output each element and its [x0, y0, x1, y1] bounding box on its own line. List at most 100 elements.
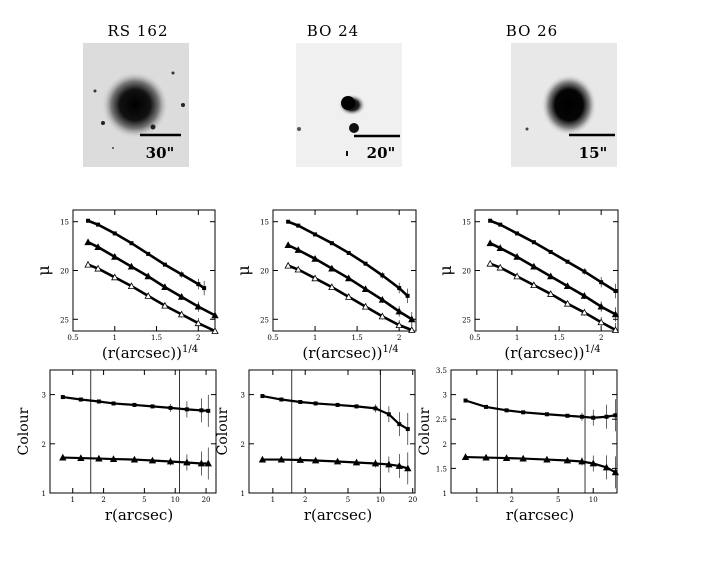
y-tick-label: 1.5 [436, 465, 447, 473]
x-tick-label: 1 [271, 496, 275, 504]
data-point [95, 454, 103, 462]
y-tick-label: 2 [443, 441, 447, 449]
data-point [563, 282, 572, 290]
data-point [206, 408, 211, 413]
data-point [579, 414, 584, 419]
data-point [196, 282, 201, 287]
data-point [502, 454, 511, 461]
data-point [405, 427, 410, 432]
data-point [345, 274, 353, 282]
data-point [395, 462, 403, 469]
scale-bar-label-bo24: 20" [367, 144, 396, 162]
data-point [60, 395, 65, 400]
data-point [84, 260, 92, 268]
series-line [262, 394, 409, 430]
data-point [94, 264, 102, 272]
data-point [166, 457, 175, 465]
data-point [279, 397, 284, 402]
plot-panel-2: 0.5 1 1.5 2 15 20 25 (r(arcsec))1/4 μ [234, 209, 417, 362]
data-point [498, 222, 503, 227]
y-tick-label: 15 [60, 219, 69, 227]
data-point [296, 223, 301, 228]
data-point [496, 244, 504, 251]
galaxy-title-bo24: BO 24 [306, 22, 360, 40]
data-point [531, 240, 536, 245]
data-point [78, 397, 83, 402]
y-axis-label: Colour [215, 407, 231, 455]
y-tick-label: 1 [443, 490, 447, 498]
x-tick-label: 1.5 [554, 334, 565, 342]
x-tick-label: 5 [346, 496, 350, 504]
data-point [258, 455, 267, 463]
data-point [313, 232, 318, 237]
data-point [111, 401, 116, 406]
x-tick-label: 20 [202, 496, 211, 504]
data-point [602, 463, 611, 471]
data-point [129, 241, 134, 246]
data-point [354, 404, 359, 409]
plot-panel-6: 1 2 5 10 1 1.5 2 2.5 3 3.5 r(arcsec) Colour [417, 367, 620, 524]
data-point [127, 282, 136, 290]
data-point [563, 456, 572, 464]
data-point [513, 272, 521, 280]
series-line [62, 456, 209, 465]
data-point [363, 261, 368, 266]
x-tick-label: 2 [599, 334, 603, 342]
data-point [177, 310, 186, 318]
data-point [397, 422, 402, 427]
plot-frame [474, 209, 619, 332]
x-tick-label: 1.5 [352, 334, 363, 342]
y-tick-label: 25 [260, 316, 269, 324]
data-point [488, 218, 493, 223]
data-point [148, 456, 157, 464]
x-axis-label: r(arcsec) [105, 506, 173, 524]
plot-frame [450, 369, 618, 494]
plot-panel-3: 0.5 1 1.5 2 15 20 25 (r(arcsec))1/4 μ [436, 209, 620, 362]
x-axis-label: r(arcsec) [506, 506, 574, 524]
data-point [277, 455, 286, 463]
data-point [597, 318, 605, 326]
data-point [397, 286, 402, 291]
x-tick-label: 2 [101, 496, 105, 504]
series-line [262, 458, 409, 470]
x-tick-label: 2 [196, 334, 200, 342]
data-point [161, 301, 169, 309]
x-tick-label: 0.5 [67, 334, 78, 342]
plot-panel-1: 0.5 1 1.5 2 15 20 25 (r(arcsec))1/4 μ [34, 209, 219, 362]
y-tick-label: 25 [60, 316, 69, 324]
data-point [543, 455, 551, 463]
x-axis-label: (r(arcsec))1/4 [302, 344, 398, 362]
series-line [87, 263, 216, 333]
data-point [386, 412, 391, 417]
data-point [565, 259, 570, 264]
data-point [199, 408, 204, 413]
series-line [489, 262, 617, 332]
y-tick-label: 1 [241, 490, 245, 498]
series-line [287, 220, 409, 297]
series-line [465, 455, 616, 474]
y-axis-label: μ [34, 265, 53, 275]
data-point [547, 290, 555, 297]
data-point [144, 272, 152, 280]
data-point [162, 262, 167, 267]
data-point [378, 312, 387, 320]
x-tick-label: 2 [303, 496, 307, 504]
galaxy-image-bo26: 15" [511, 43, 617, 167]
data-point [565, 413, 570, 418]
data-point [484, 404, 489, 409]
data-point [361, 285, 370, 292]
data-point [405, 293, 410, 298]
x-tick-label: 10 [171, 496, 180, 504]
data-point [111, 253, 119, 260]
y-tick-label: 15 [260, 219, 269, 227]
data-point [194, 319, 202, 327]
plot-frame [49, 369, 217, 494]
x-axis-label: r(arcsec) [304, 506, 372, 524]
data-point [496, 263, 504, 271]
y-tick-label: 2 [241, 441, 245, 449]
plot-panel-5: 1 2 5 10 20 1 2 3 r(arcsec) Colour [215, 369, 417, 524]
data-point [202, 286, 207, 291]
data-point [311, 274, 319, 282]
data-point [94, 243, 102, 250]
galaxy-title-rs162: RS 162 [107, 22, 169, 40]
